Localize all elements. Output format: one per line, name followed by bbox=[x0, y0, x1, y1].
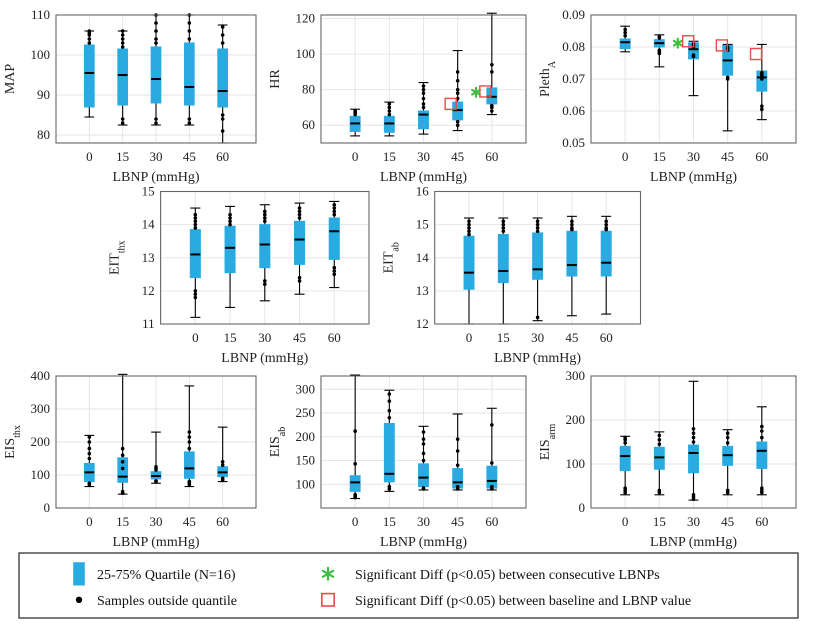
svg-text:0: 0 bbox=[579, 500, 586, 515]
svg-text:16: 16 bbox=[416, 184, 430, 199]
svg-text:45: 45 bbox=[721, 514, 734, 529]
svg-text:30: 30 bbox=[417, 514, 430, 529]
svg-text:Samples outside quantile: Samples outside quantile bbox=[97, 594, 237, 609]
svg-text:15: 15 bbox=[653, 149, 666, 164]
svg-text:30: 30 bbox=[687, 149, 700, 164]
svg-text:15: 15 bbox=[142, 184, 155, 199]
svg-text:80: 80 bbox=[302, 82, 315, 97]
svg-text:0: 0 bbox=[622, 514, 629, 529]
svg-text:0.07: 0.07 bbox=[562, 71, 585, 86]
svg-text:30: 30 bbox=[150, 149, 163, 164]
svg-text:0: 0 bbox=[352, 514, 359, 529]
svg-text:LBNP (mmHg): LBNP (mmHg) bbox=[650, 535, 737, 550]
svg-text:Significant Diff (p<0.05) betw: Significant Diff (p<0.05) between consec… bbox=[355, 568, 660, 583]
svg-text:15: 15 bbox=[116, 149, 129, 164]
svg-text:90: 90 bbox=[37, 87, 50, 102]
svg-text:30: 30 bbox=[417, 149, 430, 164]
svg-text:15: 15 bbox=[383, 514, 396, 529]
svg-text:30: 30 bbox=[531, 330, 544, 345]
svg-text:0: 0 bbox=[622, 149, 629, 164]
svg-text:300: 300 bbox=[31, 401, 51, 416]
svg-text:45: 45 bbox=[565, 330, 578, 345]
svg-text:45: 45 bbox=[451, 149, 464, 164]
svg-text:100: 100 bbox=[296, 46, 316, 61]
svg-text:300: 300 bbox=[566, 368, 586, 383]
svg-text:200: 200 bbox=[296, 429, 316, 444]
svg-text:45: 45 bbox=[293, 330, 306, 345]
svg-text:45: 45 bbox=[183, 514, 196, 529]
svg-text:300: 300 bbox=[296, 381, 316, 396]
svg-text:60: 60 bbox=[485, 149, 498, 164]
svg-text:100: 100 bbox=[31, 47, 51, 62]
svg-text:0.06: 0.06 bbox=[562, 103, 585, 118]
svg-text:12: 12 bbox=[142, 283, 155, 298]
svg-text:120: 120 bbox=[296, 11, 316, 26]
svg-text:0.08: 0.08 bbox=[562, 39, 585, 54]
svg-text:15: 15 bbox=[653, 514, 666, 529]
svg-text:LBNP (mmHg): LBNP (mmHg) bbox=[113, 535, 200, 550]
svg-text:15: 15 bbox=[416, 217, 429, 232]
svg-text:0: 0 bbox=[466, 330, 473, 345]
svg-text:15: 15 bbox=[116, 514, 129, 529]
svg-text:MAP: MAP bbox=[3, 64, 18, 95]
svg-text:0.09: 0.09 bbox=[562, 7, 585, 22]
svg-text:14: 14 bbox=[416, 250, 430, 265]
svg-text:60: 60 bbox=[600, 330, 613, 345]
svg-text:60: 60 bbox=[755, 149, 768, 164]
svg-text:13: 13 bbox=[416, 283, 429, 298]
svg-text:100: 100 bbox=[296, 476, 316, 491]
svg-text:11: 11 bbox=[142, 316, 155, 331]
svg-text:LBNP (mmHg): LBNP (mmHg) bbox=[380, 535, 467, 550]
svg-text:250: 250 bbox=[296, 405, 316, 420]
svg-text:12: 12 bbox=[416, 316, 429, 331]
svg-text:110: 110 bbox=[31, 7, 50, 22]
svg-text:0: 0 bbox=[352, 149, 359, 164]
svg-text:60: 60 bbox=[302, 117, 315, 132]
svg-text:30: 30 bbox=[258, 330, 271, 345]
svg-text:30: 30 bbox=[687, 514, 700, 529]
svg-text:LBNP (mmHg): LBNP (mmHg) bbox=[494, 351, 581, 366]
svg-text:13: 13 bbox=[142, 250, 155, 265]
svg-text:45: 45 bbox=[721, 149, 734, 164]
svg-text:150: 150 bbox=[296, 453, 316, 468]
svg-text:14: 14 bbox=[142, 217, 156, 232]
svg-text:0: 0 bbox=[44, 500, 51, 515]
svg-text:LBNP (mmHg): LBNP (mmHg) bbox=[650, 170, 737, 185]
svg-text:15: 15 bbox=[383, 149, 396, 164]
svg-text:15: 15 bbox=[224, 330, 237, 345]
svg-text:HR: HR bbox=[268, 69, 283, 89]
svg-text:60: 60 bbox=[755, 514, 768, 529]
svg-text:60: 60 bbox=[216, 149, 229, 164]
svg-text:60: 60 bbox=[485, 514, 498, 529]
svg-text:200: 200 bbox=[31, 434, 51, 449]
svg-text:400: 400 bbox=[31, 368, 51, 383]
svg-text:LBNP (mmHg): LBNP (mmHg) bbox=[113, 170, 200, 185]
svg-text:60: 60 bbox=[216, 514, 229, 529]
svg-text:0: 0 bbox=[86, 149, 93, 164]
svg-text:200: 200 bbox=[566, 412, 586, 427]
svg-text:25-75% Quartile (N=16): 25-75% Quartile (N=16) bbox=[97, 568, 236, 583]
svg-text:30: 30 bbox=[150, 514, 163, 529]
svg-text:45: 45 bbox=[451, 514, 464, 529]
svg-text:15: 15 bbox=[497, 330, 510, 345]
svg-text:0: 0 bbox=[86, 514, 93, 529]
svg-text:45: 45 bbox=[183, 149, 196, 164]
svg-text:60: 60 bbox=[328, 330, 341, 345]
svg-text:80: 80 bbox=[37, 127, 50, 142]
svg-text:0.05: 0.05 bbox=[562, 135, 585, 150]
svg-text:0: 0 bbox=[192, 330, 199, 345]
svg-text:LBNP (mmHg): LBNP (mmHg) bbox=[221, 351, 308, 366]
svg-text:Significant Diff (p<0.05) betw: Significant Diff (p<0.05) between baseli… bbox=[355, 594, 691, 609]
svg-text:100: 100 bbox=[31, 467, 51, 482]
svg-text:100: 100 bbox=[566, 456, 586, 471]
